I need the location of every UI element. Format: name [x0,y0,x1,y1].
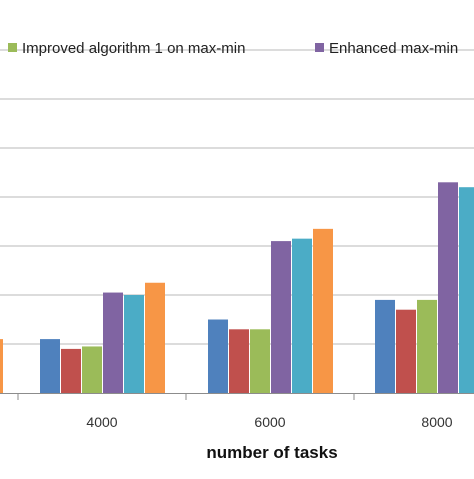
x-tick-label: 6000 [254,414,285,430]
bar [375,299,395,393]
bar [103,292,123,393]
legend-item: Enhanced max-min [315,40,458,57]
bar [40,339,60,393]
bar [124,295,144,393]
x-tick-labels: 4000 6000 8000 [86,414,452,430]
bars [0,182,474,393]
bar [145,282,165,393]
x-axis-title: number of tasks [206,443,337,462]
legend-swatch [315,43,324,52]
bar [271,241,291,393]
bar [0,339,3,393]
legend: Improved algorithm 1 on max-min Enhanced … [8,40,458,57]
x-tick-marks [17,393,355,400]
gridlines [0,49,474,345]
bar [396,309,416,393]
legend-label: Improved algorithm 1 on max-min [22,40,245,57]
bar [61,348,81,393]
bar [459,187,474,393]
bar [82,346,102,393]
bar [292,238,312,393]
x-tick-label: 8000 [421,414,452,430]
bar [250,329,270,393]
bar [229,329,249,393]
legend-label: Enhanced max-min [329,40,458,57]
legend-swatch [8,43,17,52]
x-tick-label: 4000 [86,414,117,430]
bar [417,299,437,393]
bar [208,319,228,393]
legend-item: Improved algorithm 1 on max-min [8,40,245,57]
bar [438,182,458,393]
bar [313,228,333,393]
